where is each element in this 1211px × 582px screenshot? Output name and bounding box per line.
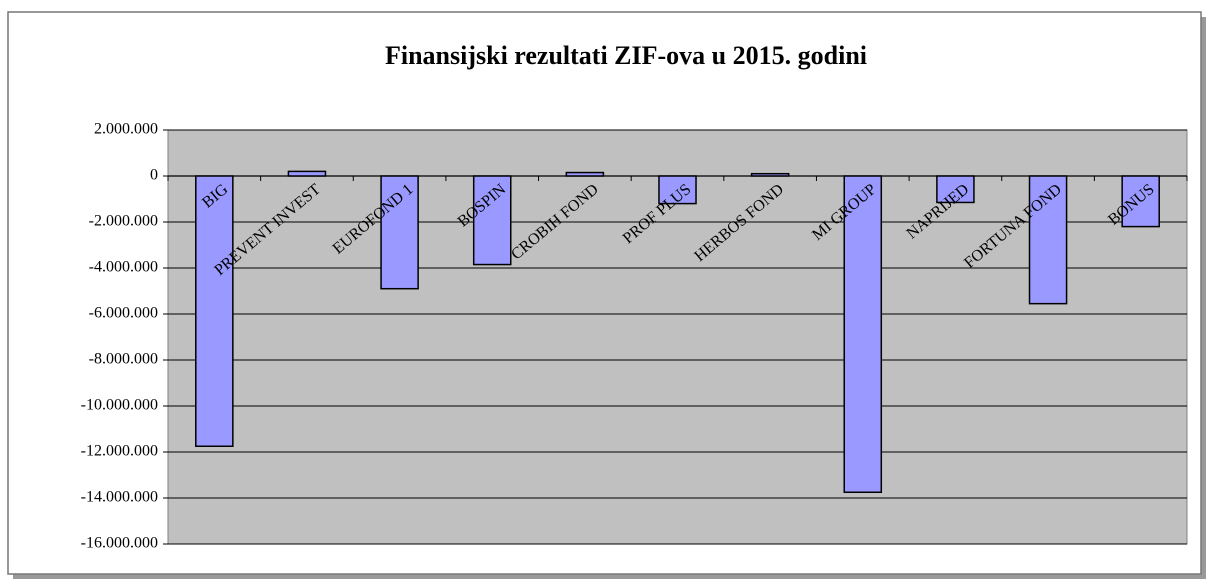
- y-tick-label: -10.000.000: [81, 397, 158, 414]
- bar: [750, 172, 790, 177]
- y-tick-label: -2.000.000: [89, 213, 158, 230]
- y-tick-label: -12.000.000: [81, 443, 158, 460]
- bar: [658, 175, 697, 205]
- bar: [380, 175, 419, 290]
- y-tick-label: -4.000.000: [89, 259, 158, 276]
- bar: [936, 175, 975, 204]
- y-tick-label: -8.000.000: [89, 351, 158, 368]
- y-tick-label: -14.000.000: [81, 489, 158, 506]
- y-tick-label: -16.000.000: [81, 535, 158, 552]
- chart-title: Finansijski rezultati ZIF-ova u 2015. go…: [385, 41, 867, 70]
- bar: [1028, 175, 1068, 305]
- y-tick-label: -6.000.000: [89, 305, 158, 322]
- y-tick-label: 2.000.000: [94, 121, 158, 138]
- bar: [1121, 175, 1160, 228]
- bar: [843, 175, 883, 493]
- bar: [472, 175, 512, 266]
- bar: [565, 171, 605, 177]
- bar: [287, 170, 327, 177]
- y-tick-label: 0: [150, 167, 158, 184]
- bar: [195, 175, 234, 447]
